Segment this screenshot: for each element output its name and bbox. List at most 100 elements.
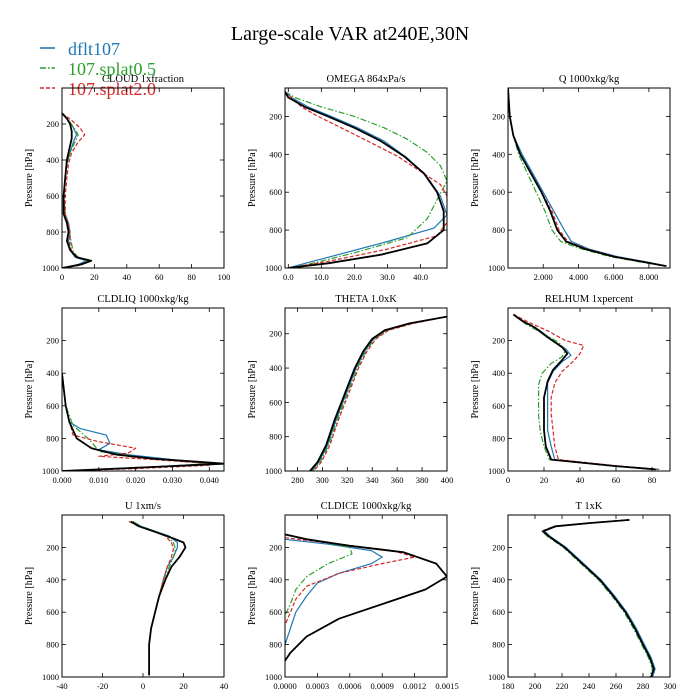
- series-group: [309, 315, 447, 471]
- y-tick-label: 400: [46, 368, 59, 378]
- x-tick-label: 380: [416, 475, 429, 485]
- x-tick-label: 0.0006: [338, 681, 361, 691]
- y-tick-label: 1000: [42, 672, 59, 682]
- x-tick-label: 0.020: [126, 475, 145, 485]
- x-tick-label: 40: [576, 475, 585, 485]
- y-axis-label: Pressure [hPa]: [247, 149, 258, 207]
- legend-label: 107.splat2.0: [68, 79, 156, 99]
- y-tick-label: 400: [269, 575, 282, 585]
- x-tick-label: 0.0009: [371, 681, 394, 691]
- y-axis-label: Pressure [hPa]: [470, 567, 481, 625]
- plot-frame: [284, 87, 448, 269]
- y-tick-label: 800: [269, 432, 282, 442]
- y-tick-label: 1000: [488, 263, 505, 273]
- x-tick-label: 0.010: [89, 475, 108, 485]
- plot-frame: [507, 87, 671, 269]
- panel-1: OMEGA 864xPa/s Pressure [hPa] 0.0 10.0 20.0 3…: [247, 74, 448, 282]
- series-line-0: [542, 519, 655, 677]
- x-tick-label: 2.000: [534, 272, 553, 282]
- plot-frame: [507, 307, 671, 472]
- series-line-2: [285, 533, 353, 616]
- x-tick-label: 300: [316, 475, 329, 485]
- y-tick-label: 400: [269, 363, 282, 373]
- x-tick-label: -40: [56, 681, 67, 691]
- x-tick-label: 180: [502, 681, 515, 691]
- x-tick-label: 0: [60, 272, 64, 282]
- series-line-2: [508, 88, 665, 267]
- figure-title: Large-scale VAR at240E,30N: [231, 23, 469, 45]
- x-tick-label: 280: [291, 475, 304, 485]
- series-line-1: [310, 316, 447, 471]
- legend-entry: 107.splat2.0: [40, 79, 156, 99]
- x-tick-label: 220: [556, 681, 569, 691]
- series-line-2: [513, 314, 653, 470]
- x-tick-label: 0.0012: [403, 681, 426, 691]
- y-tick-label: 800: [46, 640, 59, 650]
- series-group: [508, 88, 667, 267]
- x-tick-label: 200: [529, 681, 542, 691]
- x-tick-label: 20: [179, 681, 188, 691]
- y-tick-label: 200: [46, 336, 59, 346]
- y-tick-label: 800: [46, 433, 59, 443]
- panel-title: RELHUM 1xpercent: [545, 294, 633, 305]
- y-tick-label: 600: [269, 397, 282, 407]
- x-tick-label: 60: [612, 475, 621, 485]
- panel-4: THETA 1.0xK Pressure [hPa] 280 300 320 340 360…: [247, 294, 453, 485]
- y-tick-label: 1000: [42, 263, 59, 273]
- x-tick-label: 40.0: [413, 272, 428, 282]
- panel-0: CLOUD 1xfraction Pressure [hPa] 0 20 40 60 80 1…: [24, 74, 230, 282]
- y-axis-label: Pressure [hPa]: [24, 149, 35, 207]
- x-tick-label: 8.000: [639, 272, 658, 282]
- legend-entry: dflt107: [40, 39, 120, 59]
- plot-frame: [284, 514, 448, 678]
- panel-8: T 1xK Pressure [hPa] 180 200 220 240 260 280 300…: [470, 501, 676, 691]
- y-tick-label: 600: [46, 401, 59, 411]
- x-tick-label: 20: [90, 272, 99, 282]
- panel-title: OMEGA 864xPa/s: [326, 74, 405, 85]
- panel-2: Q 1000xkg/kg Pressure [hPa] 2.000 4.000 6.00…: [470, 74, 671, 282]
- y-tick-label: 400: [492, 149, 505, 159]
- series-line-0: [508, 88, 667, 267]
- series-line-1: [543, 519, 656, 677]
- x-tick-label: 80: [648, 475, 657, 485]
- panel-title: T 1xK: [576, 501, 603, 512]
- x-tick-label: 320: [341, 475, 354, 485]
- y-tick-label: 800: [492, 433, 505, 443]
- x-tick-label: 0.030: [163, 475, 182, 485]
- panel-title: Q 1000xkg/kg: [559, 74, 620, 85]
- panel-6: U 1xm/s Pressure [hPa] -40 -20 0 20 40 200 400 60…: [24, 501, 228, 691]
- series-line-3: [285, 91, 447, 268]
- x-tick-label: 0.0000: [273, 681, 296, 691]
- series-group: [512, 313, 660, 471]
- y-tick-label: 600: [492, 607, 505, 617]
- x-tick-label: 40: [220, 681, 229, 691]
- panel-title: CLDICE 1000xkg/kg: [321, 501, 412, 512]
- x-tick-label: 10.0: [314, 272, 329, 282]
- y-tick-label: 200: [269, 329, 282, 339]
- y-tick-label: 400: [269, 149, 282, 159]
- x-tick-label: 20: [540, 475, 549, 485]
- y-axis-label: Pressure [hPa]: [470, 360, 481, 418]
- y-tick-label: 800: [269, 640, 282, 650]
- x-tick-label: 0.0003: [306, 681, 329, 691]
- y-tick-label: 1000: [42, 466, 59, 476]
- panel-5: RELHUM 1xpercent Pressure [hPa] 0 20 40 60 80 2…: [470, 294, 671, 485]
- x-tick-label: 280: [637, 681, 650, 691]
- series-line-2: [132, 520, 176, 676]
- x-tick-label: 60: [155, 272, 164, 282]
- x-tick-label: 340: [366, 475, 379, 485]
- y-tick-label: 600: [46, 191, 59, 201]
- y-tick-label: 400: [492, 575, 505, 585]
- y-tick-label: 600: [46, 607, 59, 617]
- series-line-0: [285, 91, 445, 268]
- series-line-2: [62, 112, 89, 268]
- y-tick-label: 800: [492, 640, 505, 650]
- series-line-3: [513, 313, 658, 470]
- plot-frame: [61, 87, 225, 269]
- plot-frame: [284, 307, 448, 472]
- y-tick-label: 1000: [265, 672, 282, 682]
- y-tick-label: 200: [269, 542, 282, 552]
- series-line-1: [285, 538, 383, 645]
- x-tick-label: 0: [506, 475, 510, 485]
